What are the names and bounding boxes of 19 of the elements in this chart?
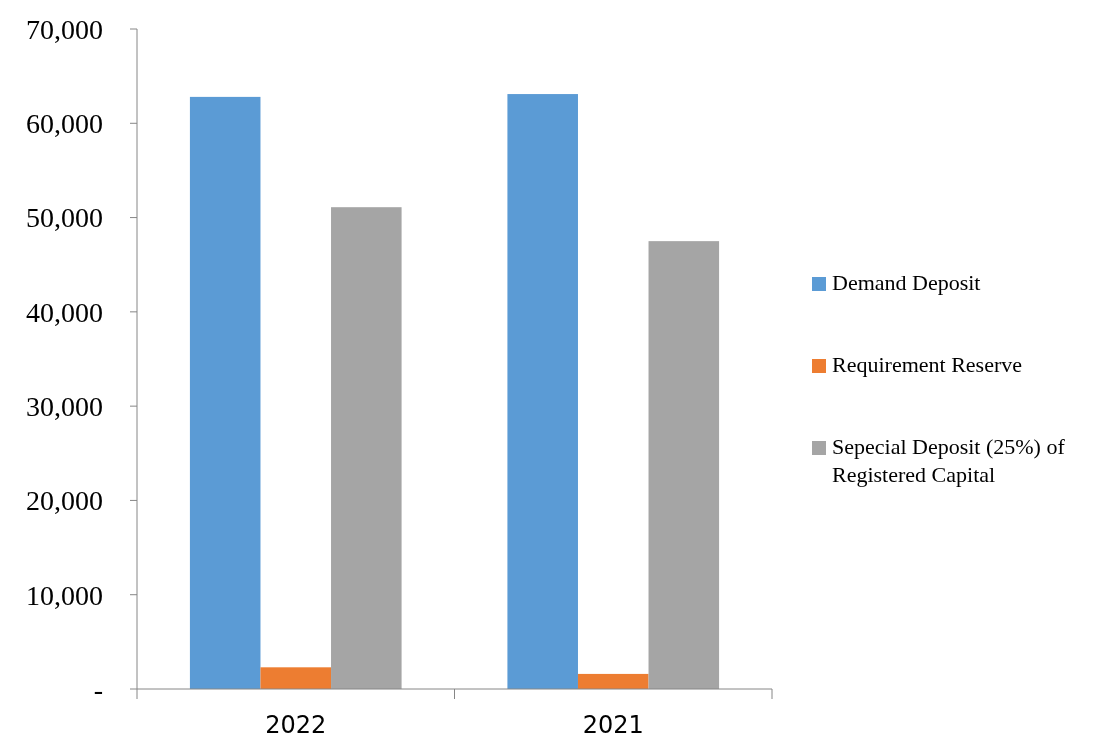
x-tick-label: 2021	[582, 711, 644, 739]
x-tick-label: 2022	[265, 711, 327, 739]
y-tick-label: 30,000	[26, 390, 103, 422]
legend-label: Requirement Reserve	[832, 352, 1022, 377]
y-tick-label: 60,000	[26, 108, 103, 140]
y-tick-label: 50,000	[26, 202, 103, 234]
y-tick-label: -	[93, 673, 103, 705]
bar	[507, 94, 578, 689]
legend-label: Demand Deposit	[832, 270, 981, 295]
y-tick-label: 40,000	[26, 296, 103, 328]
bar	[648, 241, 720, 689]
y-tick-label: 70,000	[26, 13, 103, 45]
bar	[577, 673, 649, 689]
bar	[260, 667, 332, 689]
y-tick-label: 20,000	[26, 485, 103, 517]
legend-label: Sepecial Deposit (25%) of Registered Capital	[832, 434, 1066, 487]
y-tick-label: 10,000	[26, 579, 103, 611]
bar	[331, 207, 402, 689]
bar	[189, 96, 261, 689]
